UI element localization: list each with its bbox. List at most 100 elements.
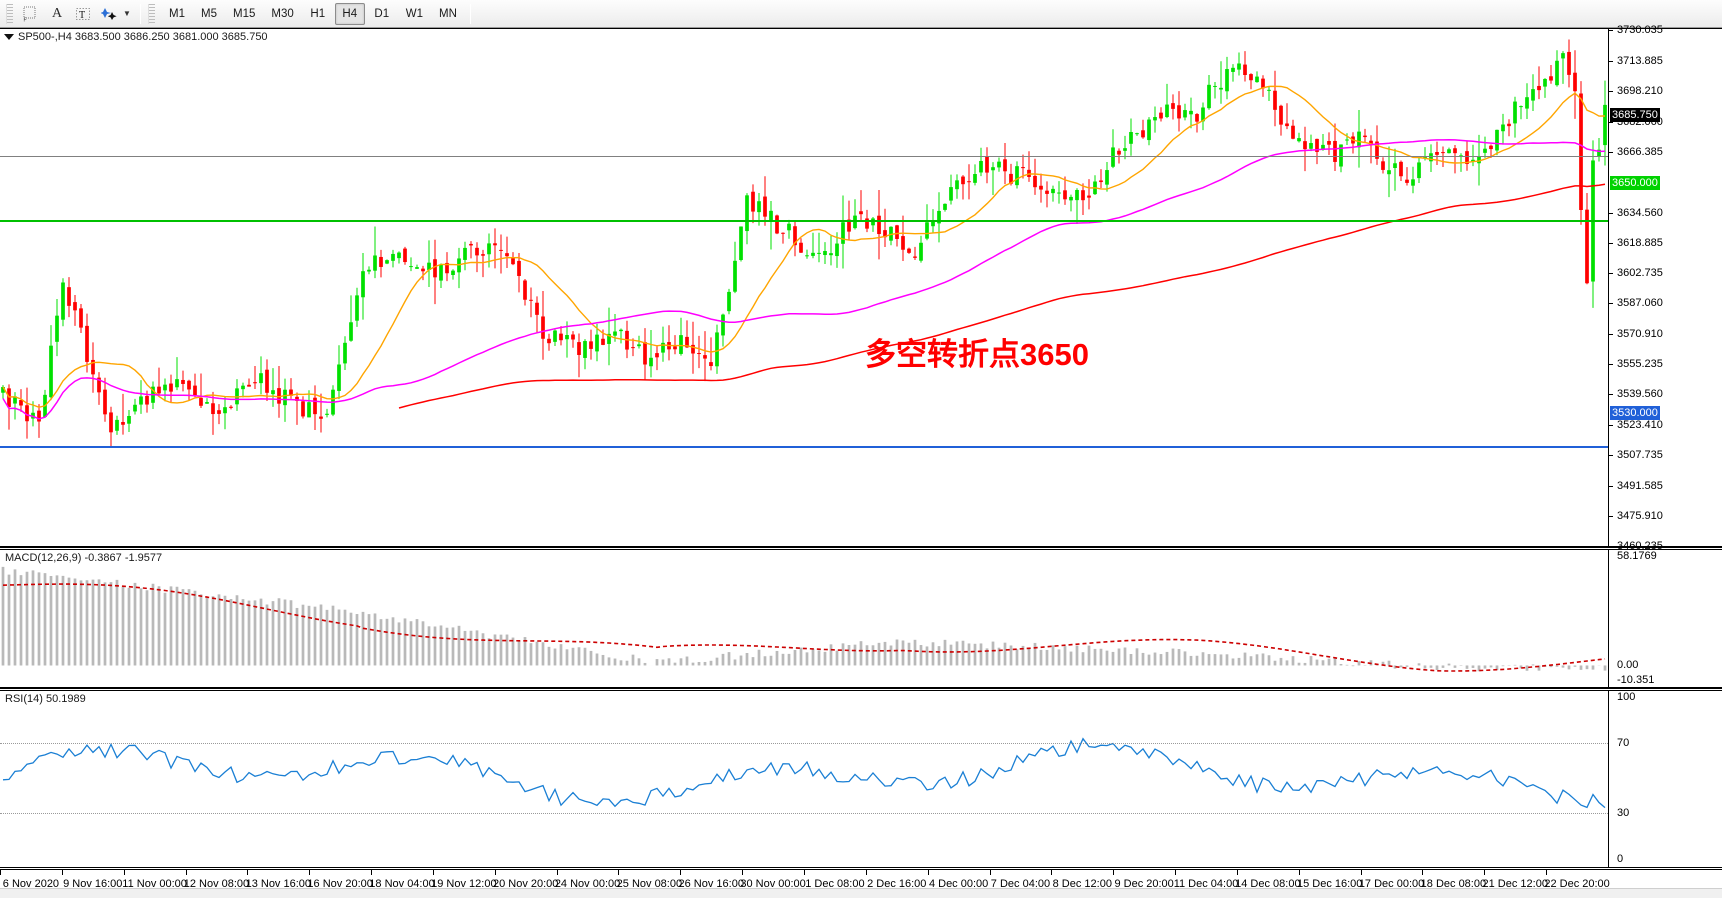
time-tick xyxy=(742,870,744,875)
timeframe-m5[interactable]: M5 xyxy=(201,7,217,20)
time-axis-label: 19 Nov 12:00 xyxy=(431,878,497,890)
timeframe-w1[interactable]: W1 xyxy=(405,7,423,20)
rsi-axis-label: 0 xyxy=(1617,853,1624,865)
time-tick xyxy=(1175,870,1177,875)
time-axis-label: 9 Dec 20:00 xyxy=(1114,878,1174,890)
timeframe-m30[interactable]: M30 xyxy=(271,7,294,20)
rsi-axis-label: 70 xyxy=(1617,737,1630,750)
time-tick xyxy=(1051,870,1053,875)
price-tick xyxy=(1609,546,1613,547)
time-tick xyxy=(865,870,867,875)
price-tick xyxy=(1609,273,1613,275)
price-tick xyxy=(1609,212,1613,214)
time-axis-label: 24 Nov 00:00 xyxy=(554,878,621,890)
price-tick xyxy=(1609,242,1613,244)
time-axis-label: 30 Nov 00:00 xyxy=(740,878,806,890)
rsi-guide-70 xyxy=(0,743,1608,745)
rsi-pane[interactable]: RSI(14) 50.1989 100 70 30 0 xyxy=(0,690,1722,868)
price-axis-label: 3713.885 xyxy=(1617,54,1663,67)
price-plot[interactable]: 多空转折点3650 xyxy=(0,29,1608,546)
svg-text:F: F xyxy=(24,17,27,22)
time-tick xyxy=(989,870,991,875)
timeframe-m1[interactable]: M1 xyxy=(169,7,185,20)
price-axis-label: 3602.735 xyxy=(1617,267,1663,280)
price-axis-label: 3523.410 xyxy=(1617,419,1663,432)
time-tick xyxy=(804,870,805,875)
time-axis-label: 11 Dec 04:00 xyxy=(1173,878,1239,890)
rsi-label: RSI(14) 50.1989 xyxy=(5,693,86,705)
time-tick xyxy=(185,870,187,875)
timeframe-m15[interactable]: M15 xyxy=(233,7,256,20)
price-tick xyxy=(1609,151,1613,153)
price-axis-label: 3507.735 xyxy=(1617,449,1663,462)
time-tick xyxy=(61,870,63,875)
price-axis-label: 3618.885 xyxy=(1617,236,1663,249)
crosshair-icon[interactable]: F xyxy=(19,2,43,26)
time-axis-label: 15 Dec 16:00 xyxy=(1296,878,1363,890)
time-axis-label: 9 Nov 16:00 xyxy=(63,878,123,890)
ma-fast-line xyxy=(2,85,1606,409)
price-tick xyxy=(1609,121,1613,123)
time-axis-label: 25 Nov 08:00 xyxy=(616,878,683,890)
current-price-tag: 3685.750 xyxy=(1610,107,1660,122)
price-tick xyxy=(1609,364,1613,366)
chart-toolbar: F A T ▼ M1 M5 M15 M30 H1 H4 D1 W1 MN xyxy=(0,0,1722,28)
toolbar-separator xyxy=(140,3,141,24)
macd-series xyxy=(1,566,1607,672)
time-tick xyxy=(1546,870,1548,875)
time-axis-label: 13 Nov 16:00 xyxy=(245,878,312,890)
time-axis-label: 17 Dec 00:00 xyxy=(1358,878,1425,890)
timeframe-d1[interactable]: D1 xyxy=(374,7,390,20)
macd-plot xyxy=(0,550,1608,687)
price-tick xyxy=(1609,60,1613,62)
time-tick xyxy=(1236,870,1238,875)
shapes-icon[interactable] xyxy=(97,2,121,26)
price-axis-label: 3570.910 xyxy=(1617,328,1663,341)
time-tick xyxy=(618,870,620,875)
timeframe-h1[interactable]: H1 xyxy=(310,7,326,20)
shapes-dropdown-caret-icon[interactable]: ▼ xyxy=(123,9,131,18)
time-tick xyxy=(556,870,558,875)
symbol-dropdown-caret-icon[interactable] xyxy=(4,34,14,40)
current-price-line xyxy=(0,156,1608,157)
timeframe-mn[interactable]: MN xyxy=(439,7,457,20)
text-label-icon[interactable]: A xyxy=(51,5,63,21)
rsi-axis-label: 30 xyxy=(1617,806,1630,819)
price-axis-label: 3475.910 xyxy=(1617,510,1663,523)
timeframe-h4[interactable]: H4 xyxy=(334,2,365,25)
time-axis-label: 22 Dec 20:00 xyxy=(1544,878,1610,890)
time-axis-label: 7 Dec 04:00 xyxy=(990,878,1051,890)
price-tick xyxy=(1609,334,1613,336)
time-axis-label: 18 Dec 08:00 xyxy=(1420,878,1487,890)
status-bar xyxy=(0,888,1722,898)
price-axis-label: 3587.060 xyxy=(1617,297,1663,310)
price-pane[interactable]: SP500-,H4 3683.500 3686.250 3681.000 368… xyxy=(0,24,1722,552)
chart-area: SP500-,H4 3683.500 3686.250 3681.000 368… xyxy=(0,24,1722,898)
time-tick xyxy=(1298,870,1300,875)
timeframe-grip[interactable] xyxy=(148,3,155,24)
candlestick-series xyxy=(1,39,1607,448)
time-axis-label: 16 Nov 20:00 xyxy=(307,878,373,890)
price-axis[interactable]: 3730.035 3713.885 3698.210 3682.060 3666.385… xyxy=(1608,24,1722,552)
price-axis-label: 3698.210 xyxy=(1617,84,1663,97)
rsi-series xyxy=(2,737,1606,809)
time-axis-label: 14 Dec 08:00 xyxy=(1235,878,1301,890)
level-tag-3530: 3530.000 xyxy=(1610,405,1660,420)
time-tick xyxy=(680,870,682,875)
time-axis-label: 11 Nov 00:00 xyxy=(122,878,187,890)
macd-pane[interactable]: MACD(12,26,9) -0.3867 -1.9577 58.1769 0.0… xyxy=(0,549,1722,689)
time-tick xyxy=(123,870,125,875)
price-tick xyxy=(1609,516,1613,518)
toolbar-grip[interactable] xyxy=(6,3,13,24)
time-axis-label: 1 Dec 08:00 xyxy=(805,878,865,890)
time-tick xyxy=(1422,870,1424,875)
time-axis-label: 18 Nov 04:00 xyxy=(369,878,435,890)
ma-mid-line xyxy=(2,139,1606,420)
time-axis-label: 2 Dec 16:00 xyxy=(867,878,927,890)
text-box-icon[interactable]: T xyxy=(71,2,95,26)
macd-axis-label: -10.351 xyxy=(1617,674,1655,686)
toolbar-separator-2 xyxy=(469,3,471,24)
time-tick xyxy=(371,870,373,875)
price-axis-label: 3491.585 xyxy=(1617,480,1663,493)
